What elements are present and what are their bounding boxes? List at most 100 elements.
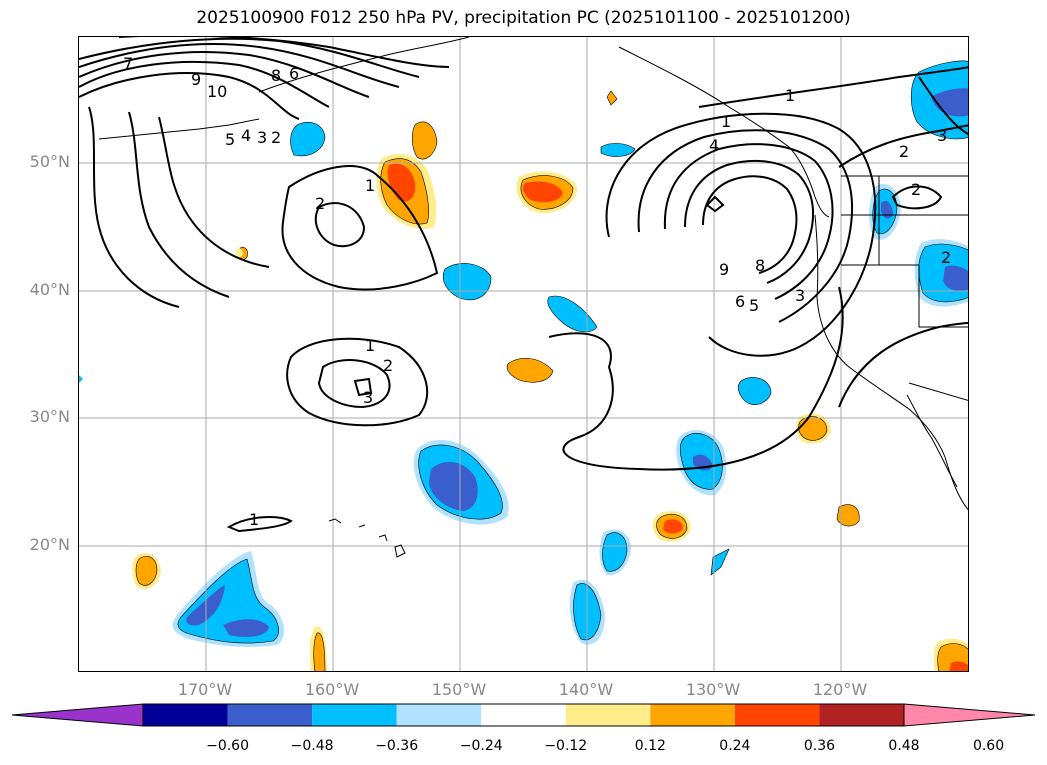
colorbar-tick-label: 0.60 xyxy=(972,738,1005,754)
contour-label: 2 xyxy=(899,142,909,161)
pv-contour-nw-4 xyxy=(79,42,400,88)
coast-hawaii xyxy=(328,518,406,558)
pv-contour-nw-1 xyxy=(79,72,300,120)
precip-fill-layer xyxy=(79,60,968,671)
contour-label: 2 xyxy=(383,356,393,375)
contour-label: 6 xyxy=(735,292,745,311)
colorbar-tick-label: 0.48 xyxy=(888,738,920,754)
contour-label: 10 xyxy=(207,82,227,101)
pv-contour-nw-9 xyxy=(158,116,270,268)
contour-label: 8 xyxy=(755,256,765,275)
precip-blob-orange-143w-core xyxy=(522,181,563,203)
coast-gulf-alaska xyxy=(618,46,830,218)
pv-contour-160w-inner xyxy=(314,202,366,247)
contour-label: 1 xyxy=(365,336,375,355)
colorbar-tick-label: 0.36 xyxy=(803,738,836,754)
colorbar-segment xyxy=(819,704,904,726)
colorbar-segment xyxy=(227,704,313,726)
coast-aleutians xyxy=(98,118,260,140)
colorbar-extend-high xyxy=(903,703,1036,727)
colorbar-segment xyxy=(650,704,735,726)
colorbar-segment xyxy=(143,704,228,726)
lat-label-40n: 40°N xyxy=(29,280,70,299)
colorbar-tick-label: 0.12 xyxy=(634,738,666,754)
contour-label-layer: 7 9 10 8 6 5 4 3 2 1 2 1 2 3 1 4 9 8 6 5… xyxy=(123,54,951,529)
contour-label: 2 xyxy=(941,248,951,267)
contour-label: 1 xyxy=(721,112,731,131)
contour-label: 8 xyxy=(271,66,281,85)
colorbar-extend-low xyxy=(11,703,144,727)
pv-contour-160w-outer xyxy=(281,165,439,291)
precip-blob-se-corner-core xyxy=(949,661,968,671)
contour-label: 4 xyxy=(709,136,719,155)
lat-label-50n: 50°N xyxy=(29,152,70,171)
colorbar-tick-label: −0.48 xyxy=(290,738,334,754)
precip-blob-orange-160w-bottom-mid xyxy=(313,632,326,671)
contour-label: 3 xyxy=(795,286,805,305)
precip-blob-blue-132w-small xyxy=(710,548,730,576)
map-panel: 7 9 10 8 6 5 4 3 2 1 2 1 2 3 1 4 9 8 6 5… xyxy=(78,36,969,672)
coast-baja xyxy=(906,394,958,488)
pv-contour-ridge-outer xyxy=(548,286,844,471)
contour-label: 2 xyxy=(315,194,325,213)
precip-dot-blue-west xyxy=(79,375,83,383)
pv-contour-nw-8 xyxy=(128,111,230,298)
colorbar-tick-label: −0.60 xyxy=(206,738,249,754)
pv-contour-nw-2 xyxy=(79,60,330,108)
colorbar-segment xyxy=(312,704,397,726)
precip-blob-orange-157w-small xyxy=(411,121,438,160)
map-title: 2025100900 F012 250 hPa PV, precipitatio… xyxy=(196,8,851,28)
contour-label: 9 xyxy=(719,260,729,279)
pv-contour-ridge-2 xyxy=(605,112,877,357)
pv-contour-30n-mid xyxy=(317,359,391,409)
map-canvas: 7 9 10 8 6 5 4 3 2 1 2 1 2 3 1 4 9 8 6 5… xyxy=(79,37,968,671)
contour-label: 3 xyxy=(937,126,947,145)
colorbar-tick-label: 0.24 xyxy=(719,738,751,754)
pv-contour-ridge-4 xyxy=(663,143,834,300)
pv-contour-30n-inner xyxy=(353,377,373,397)
pv-contour-ridge-3 xyxy=(637,129,853,323)
precip-blob-blue-150w xyxy=(443,263,492,301)
pv-contour-nw-3 xyxy=(79,51,370,98)
pv-contour-ridge-5 xyxy=(684,159,815,284)
lon-label-160w: 160°W xyxy=(304,680,360,699)
pv-contour-east-3 xyxy=(918,76,968,135)
precip-blob-blue-116w-core xyxy=(881,200,893,219)
precip-blob-blue-166w-core2 xyxy=(223,619,269,637)
pv-contour-east-loop xyxy=(891,185,943,210)
coast-west-us xyxy=(814,214,968,511)
contour-label: 2 xyxy=(911,180,921,199)
pv-contour-ridge-6 xyxy=(702,175,798,274)
colorbar xyxy=(11,703,1036,727)
lon-label-140w: 140°W xyxy=(558,680,614,699)
contour-label: 1 xyxy=(249,510,259,529)
precip-blob-orange-174w-mid xyxy=(135,556,158,586)
contour-label: 2 xyxy=(271,128,281,147)
lon-label-170w: 170°W xyxy=(177,680,233,699)
contour-label: 9 xyxy=(191,70,201,89)
precip-blob-blue-112w-core xyxy=(943,265,968,291)
pv-contour-east-2 xyxy=(838,124,968,168)
colorbar-frame xyxy=(142,703,905,727)
colorbar-segment xyxy=(565,704,651,726)
pv-contour-nw-6 xyxy=(119,37,450,68)
precip-blob-blue-137w-mid xyxy=(602,532,628,572)
colorbar-segments xyxy=(11,703,1036,727)
lon-label-130w: 130°W xyxy=(685,680,741,699)
precip-blob-blue-128w-small xyxy=(737,377,772,405)
pv-contour-21n xyxy=(226,516,293,533)
pv-contour-ridge-inner xyxy=(705,195,725,213)
contour-label: 7 xyxy=(123,54,133,73)
coastlines xyxy=(98,37,968,558)
border-us-mexico xyxy=(908,382,968,401)
precip-blob-ne-blue-core xyxy=(931,88,968,117)
lon-label-120w: 120°W xyxy=(812,680,868,699)
pv-contour-ridge-1 xyxy=(698,66,968,108)
contour-label: 5 xyxy=(225,130,235,149)
contour-label: 1 xyxy=(365,176,375,195)
precip-blob-orange-145w xyxy=(506,358,554,383)
colorbar-segment xyxy=(396,704,482,726)
graticule xyxy=(79,37,968,671)
colorbar-segment xyxy=(734,704,820,726)
pv-contour-se xyxy=(838,322,968,408)
